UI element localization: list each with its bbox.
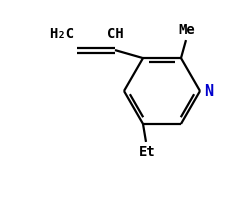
Text: H₂C: H₂C — [49, 27, 74, 41]
Text: Et: Et — [139, 145, 155, 159]
Text: N: N — [204, 84, 213, 99]
Text: Me: Me — [179, 23, 195, 37]
Text: CH: CH — [107, 27, 123, 41]
